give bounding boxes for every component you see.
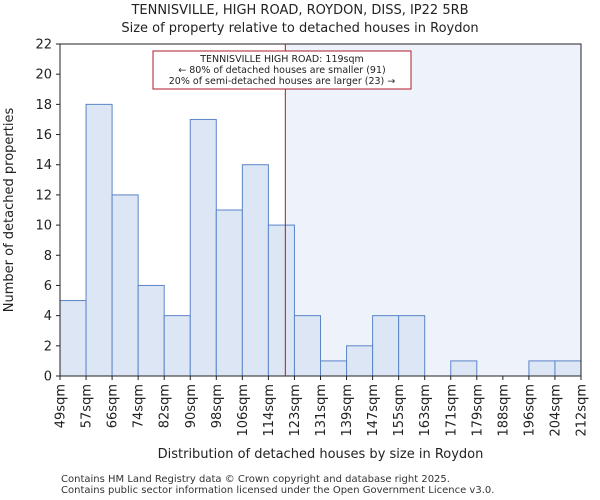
x-tick-label: 82sqm: [158, 384, 173, 428]
y-tick-label: 6: [44, 279, 52, 294]
y-tick-label: 2: [44, 339, 52, 354]
x-tick-label: 139sqm: [340, 384, 355, 437]
x-tick-label: 204sqm: [548, 384, 563, 437]
bar-204sqm: [554, 360, 582, 377]
bar-139sqm: [346, 345, 374, 377]
annotation-box: [152, 50, 412, 90]
chart-title: Size of property relative to detached ho…: [121, 21, 479, 36]
annotation-line-1: TENNISVILLE HIGH ROAD: 119sqm: [199, 54, 364, 65]
x-tick-label: 49sqm: [54, 384, 69, 428]
annotation-line-2: ← 80% of detached houses are smaller (91…: [178, 65, 385, 76]
x-tick-label: 90sqm: [184, 384, 199, 428]
bar-74sqm: [137, 284, 165, 377]
y-tick-label: 10: [35, 219, 52, 234]
highlight-region: [285, 44, 581, 376]
x-tick-label: 155sqm: [392, 384, 407, 437]
bar-114sqm: [267, 224, 295, 377]
x-tick-label: 114sqm: [262, 384, 277, 437]
y-tick-label: 14: [35, 158, 52, 173]
x-tick-label: 123sqm: [288, 384, 303, 437]
y-tick-label: 20: [35, 68, 52, 83]
bar-90sqm: [189, 118, 217, 377]
footer-copyright: Contains HM Land Registry data © Crown c…: [61, 474, 450, 485]
annotation-line-3: 20% of semi-detached houses are larger (…: [169, 76, 396, 87]
x-tick-label: 188sqm: [496, 384, 511, 437]
bar-196sqm: [528, 360, 556, 377]
chart-title-address: TENNISVILLE, HIGH ROAD, ROYDON, DISS, IP…: [131, 3, 469, 18]
bar-155sqm: [398, 315, 426, 377]
bar-131sqm: [320, 360, 348, 377]
x-tick-label: 147sqm: [366, 384, 381, 437]
y-tick-label: 22: [35, 38, 52, 53]
x-tick-label: 74sqm: [132, 384, 147, 428]
footer-licence: Contains public sector information licen…: [61, 485, 495, 496]
x-tick-label: 179sqm: [470, 384, 485, 437]
y-tick-label: 0: [44, 370, 52, 385]
y-tick-label: 4: [44, 309, 52, 324]
bar-147sqm: [372, 315, 400, 377]
y-tick-label: 12: [35, 188, 52, 203]
x-tick-label: 196sqm: [522, 384, 537, 437]
bar-82sqm: [163, 315, 191, 377]
bar-57sqm: [85, 103, 113, 377]
y-tick-label: 8: [44, 249, 52, 264]
x-tick-label: 106sqm: [236, 384, 251, 437]
x-tick-label: 57sqm: [80, 384, 95, 428]
y-tick-label: 18: [35, 98, 52, 113]
bar-123sqm: [293, 315, 322, 377]
x-tick-label: 66sqm: [106, 384, 121, 428]
bar-49sqm: [59, 300, 87, 377]
x-tick-label: 163sqm: [418, 384, 433, 437]
x-tick-label: 98sqm: [210, 384, 225, 428]
bar-66sqm: [111, 194, 139, 377]
x-tick-label: 212sqm: [575, 384, 590, 437]
x-axis-label: Distribution of detached houses by size …: [158, 447, 484, 462]
bar-98sqm: [215, 209, 243, 377]
bar-106sqm: [241, 164, 269, 377]
x-tick-label: 131sqm: [314, 384, 329, 437]
y-axis-label: Number of detached properties: [2, 108, 17, 313]
x-tick-label: 171sqm: [444, 384, 459, 437]
y-tick-label: 16: [35, 128, 52, 143]
bar-171sqm: [450, 360, 478, 377]
